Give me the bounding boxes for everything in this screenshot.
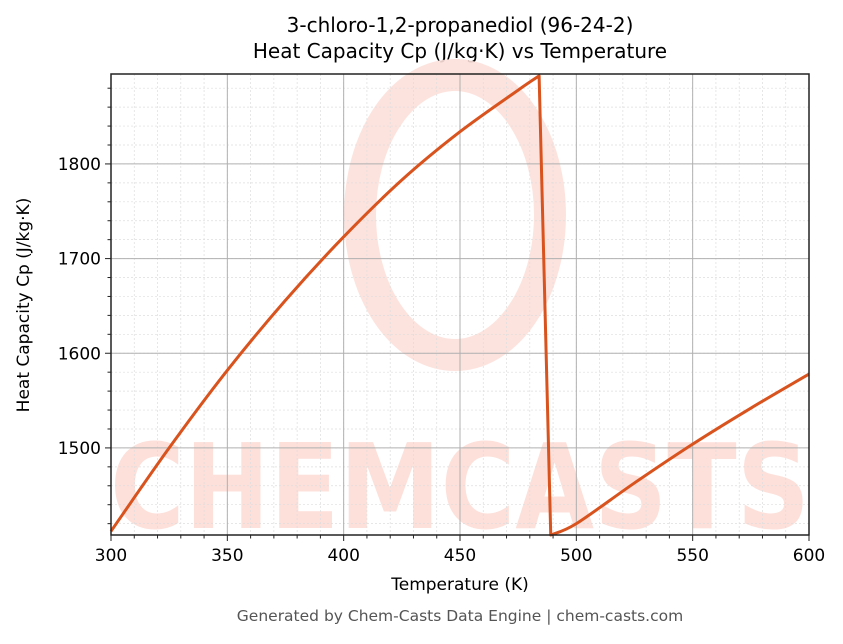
svg-text:500: 500 bbox=[560, 546, 592, 566]
svg-text:600: 600 bbox=[793, 546, 825, 566]
svg-text:450: 450 bbox=[444, 546, 476, 566]
footer-credit: Generated by Chem-Casts Data Engine | ch… bbox=[236, 607, 684, 625]
axis-ticks: 300 350 400 450 500 550 600 1500 1600 1700 1800 bbox=[58, 87, 825, 566]
svg-text:1800: 1800 bbox=[58, 155, 101, 175]
svg-text:1600: 1600 bbox=[58, 344, 101, 364]
svg-text:300: 300 bbox=[95, 546, 127, 566]
svg-text:1500: 1500 bbox=[58, 439, 101, 459]
y-axis-label: Heat Capacity Cp (J/kg·K) bbox=[14, 197, 34, 413]
svg-text:550: 550 bbox=[676, 546, 708, 566]
svg-text:350: 350 bbox=[211, 546, 243, 566]
svg-text:1700: 1700 bbox=[58, 250, 101, 270]
chart-title-line2: Heat Capacity Cp (J/kg·K) vs Temperature bbox=[252, 39, 668, 63]
chart-title-line1: 3-chloro-1,2-propanediol (96-24-2) bbox=[286, 13, 634, 37]
svg-text:400: 400 bbox=[327, 546, 359, 566]
x-axis-label: Temperature (K) bbox=[391, 575, 529, 595]
data-series-line bbox=[109, 74, 810, 537]
